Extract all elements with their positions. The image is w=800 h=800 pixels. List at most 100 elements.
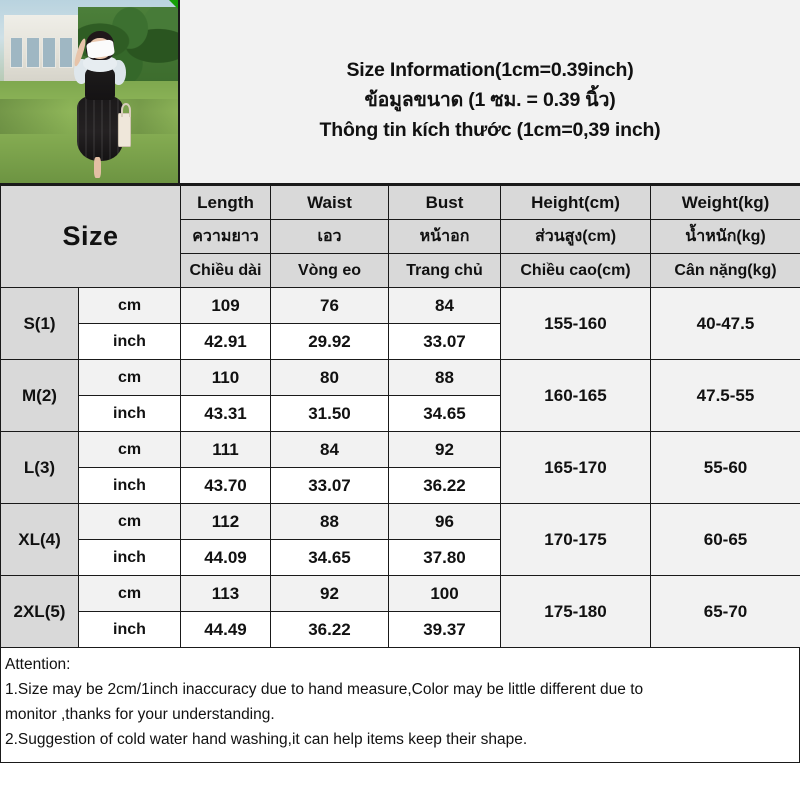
unit-inch: inch <box>78 611 181 648</box>
photo-building <box>3 14 79 83</box>
cell-bust-inch: 34.65 <box>388 395 501 432</box>
unit-inch: inch <box>78 539 181 576</box>
cell-waist-inch: 33.07 <box>270 467 389 504</box>
cell-bust-inch: 36.22 <box>388 467 501 504</box>
header-weight-en: Weight(kg) <box>650 185 800 220</box>
table-row: inch 44.09 34.65 37.80 <box>1 539 800 576</box>
cell-length-inch: 42.91 <box>180 323 271 360</box>
cell-length-inch: 44.09 <box>180 539 271 576</box>
banner-title-vietnamese: Thông tin kích thước (1cm=0,39 inch) <box>319 119 661 141</box>
header-height-en: Height(cm) <box>500 185 651 220</box>
size-label-2xl: 2XL(5) <box>0 575 79 648</box>
unit-cm: cm <box>78 575 181 612</box>
cell-bust-cm: 92 <box>388 431 501 468</box>
photo-model <box>72 31 131 178</box>
cell-height: 175-180 <box>500 575 651 648</box>
header-waist-th: เอว <box>270 219 389 254</box>
cell-waist-inch: 29.92 <box>270 323 389 360</box>
cell-bust-cm: 100 <box>388 575 501 612</box>
cell-length-inch: 43.70 <box>180 467 271 504</box>
unit-inch: inch <box>78 467 181 504</box>
green-corner-flag-icon <box>169 0 178 9</box>
unit-cm: cm <box>78 359 181 396</box>
attention-heading: Attention: <box>5 656 71 673</box>
cell-bust-inch: 33.07 <box>388 323 501 360</box>
cell-waist-inch: 36.22 <box>270 611 389 648</box>
header-bust-vi: Trang chủ <box>388 253 501 288</box>
cell-bust-cm: 88 <box>388 359 501 396</box>
banner-title-thai: ข้อมูลขนาด (1 ซม. = 0.39 นิ้ว) <box>364 89 616 111</box>
cell-length-inch: 43.31 <box>180 395 271 432</box>
banner-title-block: Size Information(1cm=0.39inch) ข้อมูลขนา… <box>180 0 800 183</box>
cell-height: 165-170 <box>500 431 651 504</box>
size-label-s: S(1) <box>0 287 79 360</box>
table-row: L(3) cm 111 84 92 165-170 55-60 <box>0 431 800 504</box>
header-weight-vi: Cân nặng(kg) <box>650 253 800 288</box>
cell-length-inch: 44.49 <box>180 611 271 648</box>
header-row-thai: ความยาว เอว หน้าอก ส่วนสูง(cm) น้ำหนัก(k… <box>1 219 800 254</box>
cell-weight: 60-65 <box>650 503 800 576</box>
cell-length-cm: 110 <box>180 359 271 396</box>
size-label-l: L(3) <box>0 431 79 504</box>
cell-weight: 40-47.5 <box>650 287 800 360</box>
unit-cm: cm <box>78 503 181 540</box>
header-bust-en: Bust <box>388 185 501 220</box>
product-photo-image <box>0 0 178 183</box>
table-row: 2XL(5) cm 113 92 100 175-180 65-70 <box>0 575 800 648</box>
product-photo <box>0 0 180 183</box>
cell-waist-inch: 31.50 <box>270 395 389 432</box>
cell-length-cm: 113 <box>180 575 271 612</box>
unit-inch: inch <box>78 323 181 360</box>
cell-waist-inch: 34.65 <box>270 539 389 576</box>
header-weight-th: น้ำหนัก(kg) <box>650 219 800 254</box>
header-length-th: ความยาว <box>180 219 271 254</box>
size-label-xl: XL(4) <box>0 503 79 576</box>
cell-weight: 55-60 <box>650 431 800 504</box>
cell-length-cm: 109 <box>180 287 271 324</box>
table-row: inch 43.31 31.50 34.65 <box>1 395 800 432</box>
cell-length-cm: 112 <box>180 503 271 540</box>
photo-handbag <box>117 103 131 148</box>
banner: Size Information(1cm=0.39inch) ข้อมูลขนา… <box>0 0 800 185</box>
cell-height: 170-175 <box>500 503 651 576</box>
header-length-en: Length <box>180 185 271 220</box>
cell-waist-cm: 84 <box>270 431 389 468</box>
cell-length-cm: 111 <box>180 431 271 468</box>
header-length-vi: Chiều dài <box>180 253 271 288</box>
table-row: M(2) cm 110 80 88 160-165 47.5-55 <box>0 359 800 432</box>
cell-bust-inch: 37.80 <box>388 539 501 576</box>
header-waist-vi: Vòng eo <box>270 253 389 288</box>
table-row: inch 44.49 36.22 39.37 <box>1 611 800 648</box>
header-bust-th: หน้าอก <box>388 219 501 254</box>
cell-waist-cm: 76 <box>270 287 389 324</box>
header-height-th: ส่วนสูง(cm) <box>500 219 651 254</box>
cell-bust-cm: 84 <box>388 287 501 324</box>
attention-line-2: monitor ,thanks for your understanding. <box>5 706 275 723</box>
cell-weight: 47.5-55 <box>650 359 800 432</box>
cell-weight: 65-70 <box>650 575 800 648</box>
table-row: XL(4) cm 112 88 96 170-175 60-65 <box>0 503 800 576</box>
cell-height: 155-160 <box>500 287 651 360</box>
attention-box: Attention: 1.Size may be 2cm/1inch inacc… <box>0 648 800 763</box>
unit-inch: inch <box>78 395 181 432</box>
header-height-vi: Chiều cao(cm) <box>500 253 651 288</box>
unit-cm: cm <box>78 431 181 468</box>
table-row: S(1) cm 109 76 84 155-160 40-47.5 <box>0 287 800 360</box>
size-table: Size Length Waist Bust Height(cm) Weight… <box>0 185 800 648</box>
size-label-m: M(2) <box>0 359 79 432</box>
unit-cm: cm <box>78 287 181 324</box>
cell-waist-cm: 92 <box>270 575 389 612</box>
table-row: inch 42.91 29.92 33.07 <box>1 323 800 360</box>
header-row-vietnamese: Chiều dài Vòng eo Trang chủ Chiều cao(cm… <box>1 253 800 288</box>
banner-title-english: Size Information(1cm=0.39inch) <box>346 59 634 81</box>
header-waist-en: Waist <box>270 185 389 220</box>
cell-waist-cm: 80 <box>270 359 389 396</box>
size-header-cell: Size <box>0 185 181 288</box>
cell-waist-cm: 88 <box>270 503 389 540</box>
attention-line-1: 1.Size may be 2cm/1inch inaccuracy due t… <box>5 681 644 698</box>
cell-bust-inch: 39.37 <box>388 611 501 648</box>
cell-height: 160-165 <box>500 359 651 432</box>
header-row-english: Size Length Waist Bust Height(cm) Weight… <box>0 185 800 288</box>
cell-bust-cm: 96 <box>388 503 501 540</box>
